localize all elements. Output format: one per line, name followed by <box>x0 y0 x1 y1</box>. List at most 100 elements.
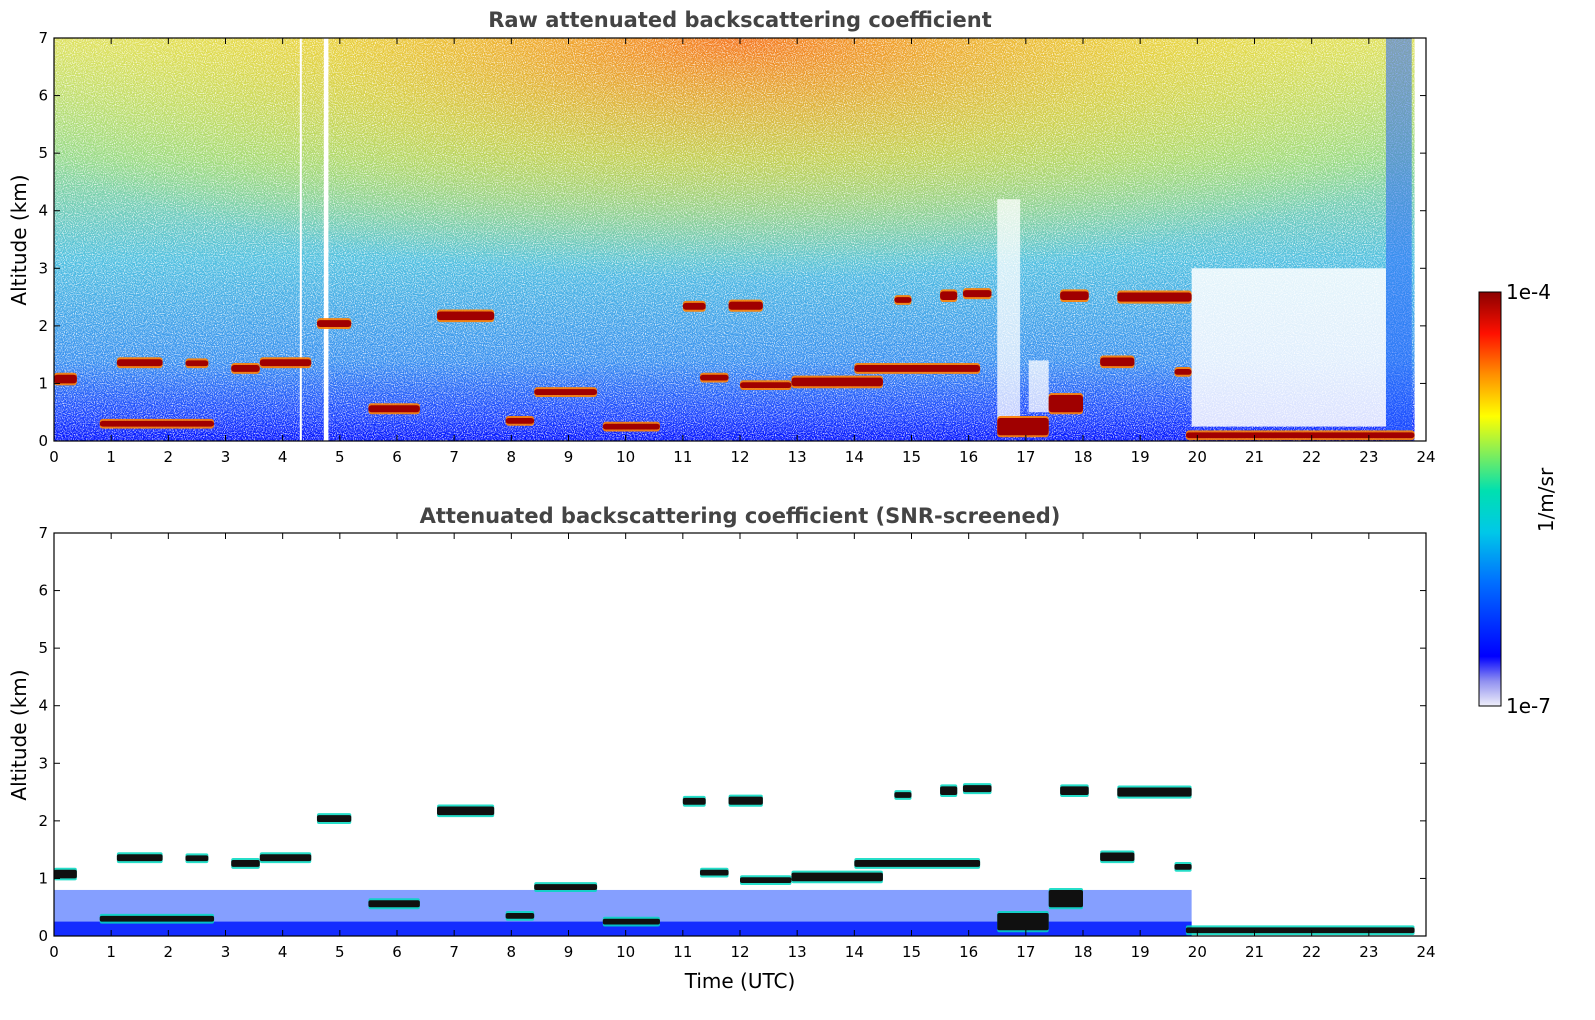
x-tick-label: 11 <box>673 448 692 466</box>
raw-data-gap <box>323 38 329 441</box>
screened-cloud-layer <box>962 785 992 793</box>
x-tick-label: 12 <box>730 943 749 961</box>
raw-data-gap <box>299 38 302 441</box>
x-tick-label: 20 <box>1188 943 1207 961</box>
raw-y-axis-label: Altitude (km) <box>7 174 31 305</box>
raw-cloud-layer <box>99 420 215 427</box>
x-tick-label: 8 <box>507 448 517 466</box>
y-tick-label: 5 <box>38 144 48 162</box>
screened-cloud-layer <box>728 796 763 805</box>
x-tick-label: 2 <box>164 943 174 961</box>
x-tick-label: 21 <box>1245 943 1264 961</box>
colorbar-max-label: 1e-4 <box>1506 280 1551 304</box>
colorbar-gradient <box>1478 291 1502 707</box>
screened-cloud-layer <box>940 786 958 795</box>
raw-late-column <box>1385 38 1412 441</box>
x-tick-label: 17 <box>1016 448 1035 466</box>
raw-cloud-layer <box>1048 394 1083 413</box>
x-tick-label: 17 <box>1016 943 1035 961</box>
screened-cloud-layers <box>54 783 1415 936</box>
x-tick-label: 19 <box>1131 448 1150 466</box>
y-tick-label: 4 <box>38 202 48 220</box>
raw-cloud-layer <box>505 417 535 424</box>
raw-clear-region <box>299 38 1426 441</box>
screened-cloud-layer <box>185 855 209 862</box>
screened-panel-title: Attenuated backscattering coefficient (S… <box>420 504 1061 528</box>
raw-cloud-layer <box>1117 292 1192 302</box>
x-tick-label: 15 <box>902 943 921 961</box>
x-tick-label: 22 <box>1302 943 1321 961</box>
x-tick-label: 19 <box>1131 943 1150 961</box>
x-tick-label: 1 <box>106 943 116 961</box>
screened-cloud-layer <box>54 869 77 879</box>
raw-cloud-layer <box>1100 357 1135 367</box>
screened-cloud-layer <box>231 860 260 867</box>
raw-cloud-layer <box>259 359 312 367</box>
x-tick-label: 0 <box>49 943 59 961</box>
x-tick-label: 14 <box>845 448 864 466</box>
screened-cloud-layer <box>1185 927 1415 934</box>
screened-background <box>54 533 1426 936</box>
x-tick-label: 11 <box>673 943 692 961</box>
screened-surface-layer <box>54 921 1192 936</box>
x-tick-label: 4 <box>278 448 288 466</box>
x-tick-label: 13 <box>788 943 807 961</box>
raw-cloud-layer <box>54 374 77 384</box>
x-tick-label: 7 <box>449 943 459 961</box>
x-tick-label: 23 <box>1359 943 1378 961</box>
y-tick-label: 2 <box>38 317 48 335</box>
raw-x-ticks: 0 1 2 3 4 5 6 7 8 9 10 11 12 13 14 15 16 17 18 19 20 21 22 23 24 <box>49 38 1436 466</box>
x-axis-label: Time (UTC) <box>684 969 796 993</box>
screened-cloud-layer <box>505 912 535 919</box>
y-tick-label: 4 <box>38 697 48 715</box>
raw-cloud-layer <box>602 423 660 430</box>
x-tick-label: 22 <box>1302 448 1321 466</box>
raw-cloud-layer <box>962 290 992 298</box>
raw-cloud-layer <box>740 382 792 389</box>
x-tick-label: 10 <box>616 943 635 961</box>
x-tick-label: 24 <box>1416 448 1435 466</box>
x-tick-label: 15 <box>902 448 921 466</box>
y-tick-label: 6 <box>38 87 48 105</box>
x-tick-label: 8 <box>507 943 517 961</box>
y-tick-label: 5 <box>38 639 48 657</box>
screened-cloud-layer <box>1048 889 1083 908</box>
x-tick-label: 13 <box>788 448 807 466</box>
x-tick-label: 3 <box>221 448 231 466</box>
screened-cloud-layer <box>854 860 981 867</box>
y-tick-label: 6 <box>38 582 48 600</box>
raw-cloud-layer <box>316 320 352 328</box>
screened-cloud-layer <box>316 815 352 823</box>
raw-cloud-layer <box>368 405 420 413</box>
raw-cloud-layer <box>682 302 706 310</box>
x-tick-label: 18 <box>1073 943 1092 961</box>
x-tick-label: 16 <box>959 448 978 466</box>
x-tick-label: 0 <box>49 448 59 466</box>
raw-cloud-layer <box>116 359 163 367</box>
screened-cloud-layer <box>1117 787 1192 797</box>
screened-cloud-layer <box>116 854 163 862</box>
screened-cloud-layer <box>1174 864 1192 870</box>
y-tick-label: 7 <box>38 524 48 542</box>
x-tick-label: 3 <box>221 943 231 961</box>
x-tick-label: 21 <box>1245 448 1264 466</box>
raw-cloud-layer <box>894 297 912 303</box>
raw-cloud-layer <box>791 377 883 387</box>
x-tick-label: 16 <box>959 943 978 961</box>
y-tick-label: 3 <box>38 754 48 772</box>
screened-cloud-layer <box>791 872 883 882</box>
screened-cloud-layer <box>699 869 729 876</box>
raw-cloud-layer <box>1185 432 1415 439</box>
x-tick-label: 20 <box>1188 448 1207 466</box>
raw-cloud-layer <box>854 365 981 372</box>
colorbar-unit-label: 1/m/sr <box>1534 467 1558 532</box>
screened-cloud-layer <box>602 918 660 925</box>
raw-cloud-layer <box>1174 369 1192 375</box>
y-tick-label: 3 <box>38 259 48 277</box>
raw-cloud-layer <box>437 311 495 321</box>
colorbar: 1e-4 1e-7 1/m/sr <box>1478 280 1558 718</box>
screened-cloud-layer <box>437 806 495 816</box>
y-tick-label: 0 <box>38 432 48 450</box>
raw-cloud-layer <box>699 374 729 381</box>
